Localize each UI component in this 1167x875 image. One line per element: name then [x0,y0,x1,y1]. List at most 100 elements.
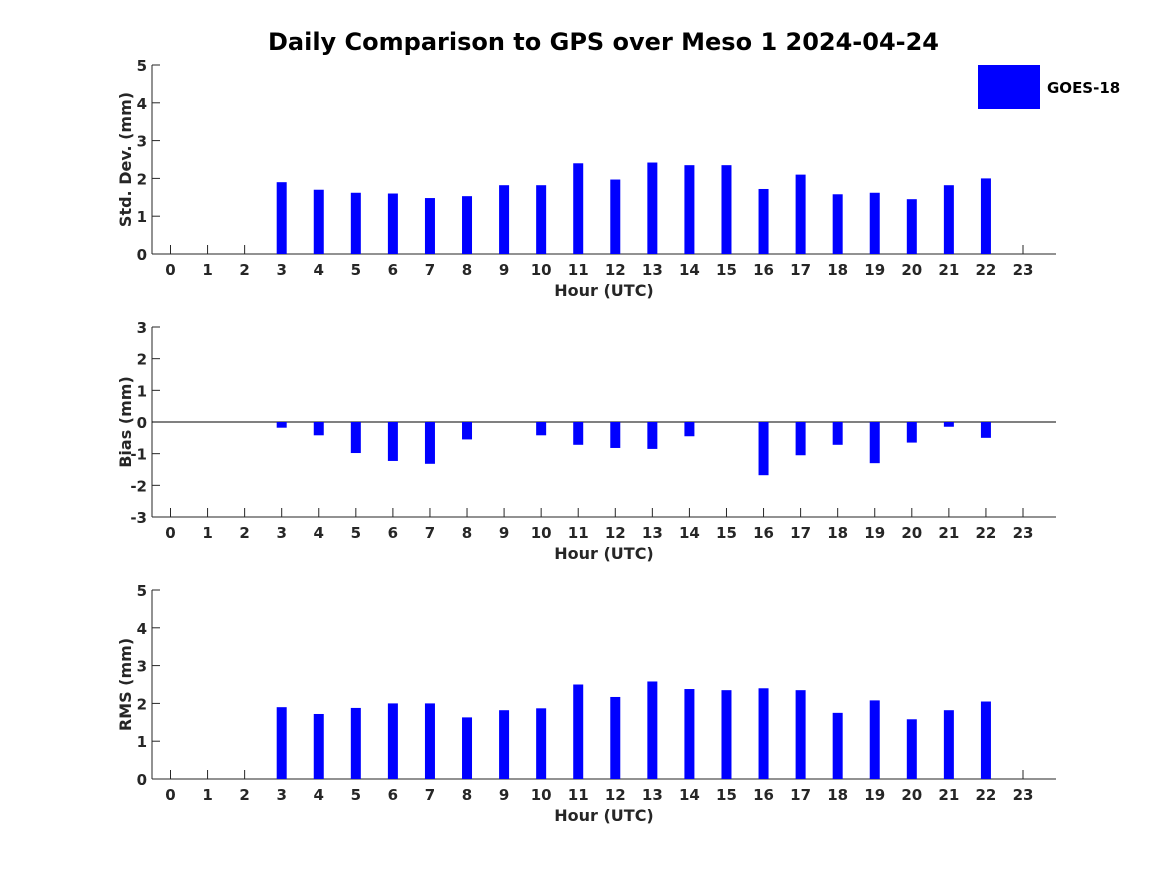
bar [980,422,991,438]
bar [906,422,917,443]
x-tick-label: 7 [425,261,435,279]
bar [684,422,695,437]
bar [499,185,510,254]
x-tick-label: 11 [568,786,589,804]
x-tick-label: 8 [462,524,472,542]
x-tick-label: 5 [351,261,361,279]
x-tick-label: 2 [239,786,249,804]
y-tick-label: 5 [137,57,147,75]
x-tick-label: 13 [642,261,663,279]
bar [499,710,510,779]
bar [869,700,880,779]
y-tick-label: 1 [137,208,147,226]
x-tick-label: 6 [388,786,398,804]
y-axis-label: Std. Dev. (mm) [116,92,135,227]
bar [758,188,769,254]
bar [869,422,880,464]
x-tick-label: 15 [716,524,737,542]
x-tick-label: 14 [679,524,700,542]
bar [906,719,917,779]
y-tick-label: 1 [137,382,147,400]
x-tick-label: 16 [753,261,774,279]
x-tick-label: 17 [790,786,811,804]
y-axis-label: RMS (mm) [116,638,135,731]
bar [313,422,324,436]
x-tick-label: 15 [716,261,737,279]
x-tick-label: 21 [938,261,959,279]
x-tick-label: 4 [314,261,324,279]
bar [424,422,435,464]
x-tick-label: 23 [1013,524,1034,542]
x-tick-label: 13 [642,786,663,804]
bar [980,701,991,779]
x-tick-label: 5 [351,524,361,542]
bar [536,185,547,254]
bar [906,199,917,254]
x-tick-label: 13 [642,524,663,542]
x-tick-label: 10 [531,261,552,279]
x-tick-label: 12 [605,524,626,542]
x-tick-label: 19 [864,786,885,804]
bar [610,179,621,254]
bar [795,174,806,254]
x-tick-label: 7 [425,524,435,542]
x-tick-label: 9 [499,261,509,279]
x-tick-label: 17 [790,261,811,279]
bar [980,178,991,254]
x-tick-label: 6 [388,524,398,542]
chart-title: Daily Comparison to GPS over Meso 1 2024… [267,28,940,56]
bar [462,196,473,254]
bar [610,696,621,779]
bar [684,689,695,779]
bar [536,708,547,779]
x-tick-label: 22 [975,261,996,279]
x-tick-label: 19 [864,524,885,542]
y-tick-label: -2 [130,477,147,495]
x-tick-label: 7 [425,786,435,804]
bar [462,422,473,440]
x-axis-label: Hour (UTC) [554,544,654,563]
x-tick-label: 2 [239,261,249,279]
bar [350,707,361,779]
x-tick-label: 6 [388,261,398,279]
y-axis-label: Bias (mm) [116,376,135,468]
bar [462,717,473,779]
bar [943,185,954,254]
x-tick-label: 18 [827,786,848,804]
bar [313,713,324,779]
x-tick-label: 21 [938,786,959,804]
x-tick-label: 22 [975,786,996,804]
bar [832,712,843,779]
y-tick-label: 4 [137,95,147,113]
bar [832,194,843,254]
bar [647,162,658,254]
x-tick-label: 14 [679,786,700,804]
x-tick-label: 0 [165,524,175,542]
bar [832,422,843,445]
x-tick-label: 15 [716,786,737,804]
y-tick-label: 5 [137,582,147,600]
bar [387,422,398,461]
x-tick-label: 11 [568,524,589,542]
x-tick-label: 20 [901,261,922,279]
x-tick-label: 3 [276,524,286,542]
bar [276,182,287,254]
y-tick-label: 4 [137,620,147,638]
x-tick-label: 17 [790,524,811,542]
x-tick-label: 12 [605,786,626,804]
x-tick-label: 0 [165,786,175,804]
bar [647,681,658,779]
bar [387,703,398,779]
y-tick-label: -1 [130,446,147,464]
x-tick-label: 18 [827,524,848,542]
bar [424,703,435,779]
x-tick-label: 12 [605,261,626,279]
x-tick-label: 8 [462,261,472,279]
bar [795,422,806,456]
bar [350,192,361,254]
bar [313,189,324,254]
x-tick-label: 8 [462,786,472,804]
